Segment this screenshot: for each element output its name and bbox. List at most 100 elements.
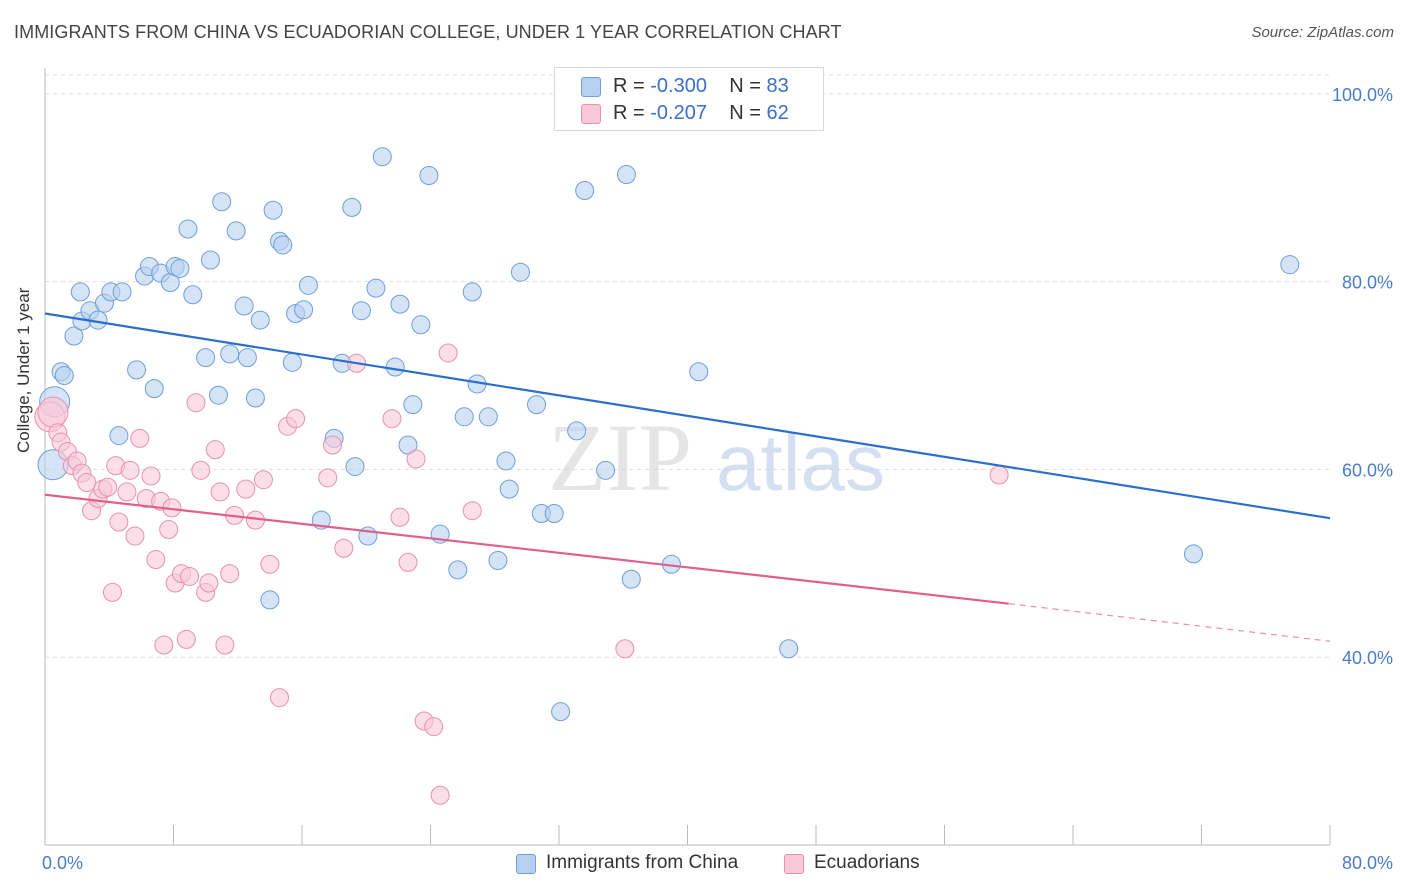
- ecuadorian-point: [390, 507, 410, 527]
- ecuadorian-point: [215, 635, 235, 655]
- china-point: [544, 504, 564, 524]
- ecuadorian-point: [120, 460, 140, 480]
- china-point: [448, 560, 468, 580]
- legend-n-label: N =: [729, 102, 761, 124]
- ecuadorian-point: [146, 550, 166, 570]
- china-point: [366, 278, 386, 298]
- legend-r-value-china: -0.300: [650, 75, 707, 97]
- china-point: [273, 235, 293, 255]
- watermark-zip: ZIP: [548, 404, 692, 511]
- china-point: [779, 639, 799, 659]
- ecuadorian-point: [205, 440, 225, 460]
- y-tick-label: 100.0%: [1332, 85, 1393, 105]
- china-point: [294, 300, 314, 320]
- series-legend: Immigrants from China Ecuadorians: [0, 852, 1406, 876]
- china-point: [234, 296, 254, 316]
- china-point: [596, 460, 616, 480]
- china-point: [419, 165, 439, 185]
- y-tick-label: 80.0%: [1342, 273, 1393, 293]
- china-point: [282, 352, 302, 372]
- ecuadorian-point: [159, 519, 179, 539]
- china-point: [109, 426, 129, 446]
- china-point: [226, 221, 246, 241]
- watermark: ZIP atlas: [548, 404, 885, 511]
- china-point: [298, 275, 318, 295]
- china-point: [411, 315, 431, 335]
- ecuadorian-point: [424, 717, 444, 737]
- china-point: [250, 310, 270, 330]
- china-point: [1280, 255, 1300, 275]
- china-point: [527, 395, 547, 415]
- ecuadorian-point: [77, 473, 97, 493]
- ecuadorian-point: [270, 688, 290, 708]
- legend-r-label: R =: [613, 102, 645, 124]
- ecuadorian-point: [260, 554, 280, 574]
- legend-swatch-china: [581, 77, 601, 97]
- ecuadorian-point: [125, 526, 145, 546]
- china-point: [390, 294, 410, 314]
- china-point: [263, 200, 283, 220]
- china-point: [170, 258, 190, 278]
- china-point: [260, 590, 280, 610]
- china-point: [212, 192, 232, 212]
- y-tick-labels: 40.0% 60.0% 80.0% 100.0%: [1332, 85, 1393, 668]
- x-tick-label: 0.0%: [42, 853, 83, 873]
- china-point: [1183, 544, 1203, 564]
- chart-title: IMMIGRANTS FROM CHINA VS ECUADORIAN COLL…: [14, 22, 842, 42]
- ecuadorian-point: [318, 468, 338, 488]
- ecuadorian-point: [186, 393, 206, 413]
- china-point: [488, 550, 508, 570]
- china-point: [237, 348, 257, 368]
- china-point: [621, 569, 641, 589]
- china-point: [342, 197, 362, 217]
- china-point: [385, 357, 405, 377]
- china-point: [112, 282, 132, 302]
- ecuadorian-point: [220, 564, 240, 584]
- ecuadorian-point: [141, 466, 161, 486]
- ecuadorian-point: [406, 449, 426, 469]
- ecuadorian-trend-extension: [1008, 603, 1331, 642]
- china-point: [127, 360, 147, 380]
- china-point: [567, 421, 587, 441]
- legend-n-label: N =: [729, 75, 761, 97]
- ecuadorian-point: [130, 428, 150, 448]
- source-credit: Source: ZipAtlas.com: [1251, 24, 1394, 41]
- ecuadorian-point: [109, 512, 129, 532]
- ecuadorian-point: [199, 573, 219, 593]
- ecuadorian-point: [382, 409, 402, 429]
- legend-swatch-ecuadorians: [784, 854, 804, 874]
- china-point: [689, 362, 709, 382]
- ecuadorian-point: [323, 435, 343, 455]
- china-point: [398, 435, 418, 455]
- ecuadorian-point: [37, 396, 69, 428]
- data-points: [34, 103, 1300, 805]
- x-tick-labels: 0.0% 80.0%: [42, 853, 1393, 873]
- china-point: [220, 344, 240, 364]
- legend-r-label: R =: [613, 75, 645, 97]
- ecuadorian-point: [191, 460, 211, 480]
- china-point: [551, 702, 571, 722]
- china-point: [403, 395, 423, 415]
- ecuadorian-point: [210, 482, 230, 502]
- ecuadorian-point: [438, 343, 458, 363]
- legend-r-value-ecuadorians: -0.207: [650, 102, 707, 124]
- china-point: [183, 285, 203, 305]
- x-tick-label: 80.0%: [1342, 853, 1393, 873]
- ecuadorian-point: [286, 409, 306, 429]
- china-point: [351, 301, 371, 321]
- trend-lines: [44, 312, 1331, 642]
- china-point: [372, 147, 392, 167]
- stats-legend: R = -0.300 N = 83 R = -0.207 N = 62: [554, 67, 824, 131]
- ecuadorian-trend-line: [44, 493, 1009, 605]
- china-point: [64, 326, 84, 346]
- legend-label-ecuadorians: Ecuadorians: [814, 852, 920, 873]
- china-point: [178, 219, 198, 239]
- legend-n-value-ecuadorians: 62: [766, 102, 789, 124]
- china-point: [478, 407, 498, 427]
- china-point: [345, 457, 365, 477]
- legend-swatch-china: [516, 854, 536, 874]
- watermark-atlas: atlas: [716, 418, 885, 507]
- ecuadorian-point: [398, 552, 418, 572]
- legend-label-china: Immigrants from China: [546, 852, 739, 873]
